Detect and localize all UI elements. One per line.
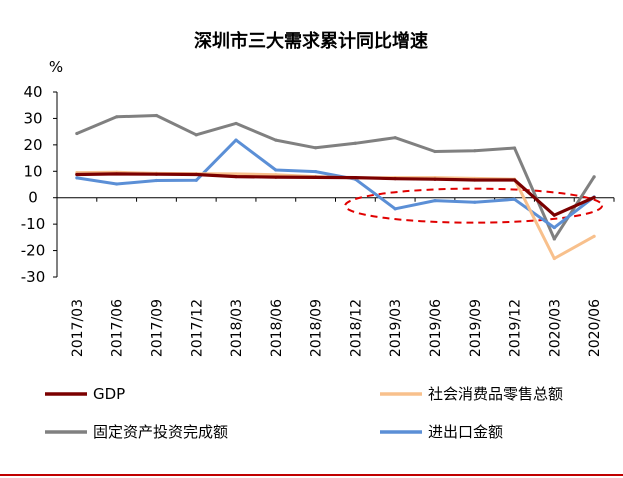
x-tick-label: 2019/09 xyxy=(468,299,484,357)
data-point-series-1 xyxy=(433,177,437,181)
y-axis-unit-label: % xyxy=(49,58,63,76)
data-point-series-4 xyxy=(194,178,198,182)
series-line-3 xyxy=(75,114,596,241)
y-tick-label: -20 xyxy=(21,242,46,260)
data-point-series-4 xyxy=(433,199,437,203)
data-point-series-2 xyxy=(552,256,556,261)
x-tick-label: 2018/03 xyxy=(229,299,245,357)
y-tick-label: 0 xyxy=(28,189,38,207)
axes: 40 30 20 10 0 -10 -20 -30 2017/03 2017/06 2017/09 2… xyxy=(21,83,615,357)
legend-label-1: GDP xyxy=(93,385,125,403)
x-tick-label: 2018/12 xyxy=(348,299,364,357)
series-line-1 xyxy=(75,172,596,217)
data-point-series-1 xyxy=(115,172,119,176)
data-point-series-4 xyxy=(115,182,119,186)
data-point-series-1 xyxy=(194,172,198,177)
chart-title: 深圳市三大需求累计同比增速 xyxy=(194,30,428,52)
data-point-series-4 xyxy=(274,168,278,172)
data-point-series-3 xyxy=(154,113,159,118)
bottom-rule xyxy=(0,474,623,476)
series-line-4 xyxy=(75,138,596,230)
data-point-series-4 xyxy=(552,225,556,230)
data-point-series-3 xyxy=(75,131,79,136)
data-point-series-3 xyxy=(512,146,517,150)
data-point-series-3 xyxy=(115,115,119,119)
data-point-series-1 xyxy=(75,172,79,177)
x-tick-label: 2018/09 xyxy=(309,299,325,357)
series-line-2 xyxy=(75,170,596,260)
series-lines xyxy=(75,113,596,261)
data-point-series-3 xyxy=(234,121,238,126)
legend-label-3: 固定资产投资完成额 xyxy=(93,423,228,441)
data-point-series-3 xyxy=(353,141,357,145)
y-tick-label: -30 xyxy=(21,268,46,286)
y-tick-label: 30 xyxy=(23,109,42,127)
data-point-series-1 xyxy=(552,213,556,217)
x-tick-label: 2019/06 xyxy=(428,299,444,357)
data-point-series-4 xyxy=(314,169,318,174)
data-point-series-3 xyxy=(194,133,198,137)
data-point-series-4 xyxy=(473,200,477,204)
x-tick-label: 2018/06 xyxy=(269,299,285,357)
data-point-series-4 xyxy=(393,207,397,211)
y-tick-label: -10 xyxy=(21,215,46,233)
data-point-series-1 xyxy=(274,175,278,179)
data-point-series-4 xyxy=(154,178,159,183)
data-point-series-2 xyxy=(592,234,596,238)
data-point-series-3 xyxy=(393,136,397,140)
data-point-series-4 xyxy=(234,138,238,142)
data-point-series-3 xyxy=(552,237,556,241)
x-tick-label: 2017/12 xyxy=(189,299,205,357)
x-tick-label: 2019/03 xyxy=(388,299,404,357)
x-tick-label: 2017/09 xyxy=(149,299,165,357)
data-point-series-3 xyxy=(433,149,437,154)
data-point-series-1 xyxy=(154,172,159,176)
data-point-series-2 xyxy=(234,172,238,176)
data-point-series-4 xyxy=(512,197,517,201)
data-point-series-1 xyxy=(473,178,477,182)
legend-label-2: 社会消费品零售总额 xyxy=(428,385,563,403)
x-tick-label: 2017/03 xyxy=(70,299,86,357)
annotations xyxy=(344,187,604,224)
x-tick-label: 2019/12 xyxy=(508,299,524,357)
data-point-series-3 xyxy=(274,138,278,142)
data-point-series-4 xyxy=(75,176,79,180)
y-tick-label: 20 xyxy=(23,136,42,154)
y-tick-label: 40 xyxy=(23,83,42,101)
data-point-series-1 xyxy=(592,195,596,200)
data-point-series-3 xyxy=(473,149,477,153)
annotation-dashed-ellipse xyxy=(344,187,604,224)
data-point-series-1 xyxy=(353,176,357,180)
data-point-series-3 xyxy=(592,175,596,179)
data-point-series-1 xyxy=(234,174,238,179)
y-tick-label: 10 xyxy=(23,162,42,180)
x-tick-label: 2020/06 xyxy=(587,299,603,357)
legend-label-4: 进出口金额 xyxy=(428,423,503,441)
x-tick-label: 2020/03 xyxy=(547,299,563,357)
x-tick-label: 2017/06 xyxy=(110,299,126,357)
data-point-series-1 xyxy=(393,177,397,181)
data-point-series-1 xyxy=(314,175,318,179)
data-point-series-1 xyxy=(512,178,517,182)
data-point-series-3 xyxy=(314,146,318,150)
